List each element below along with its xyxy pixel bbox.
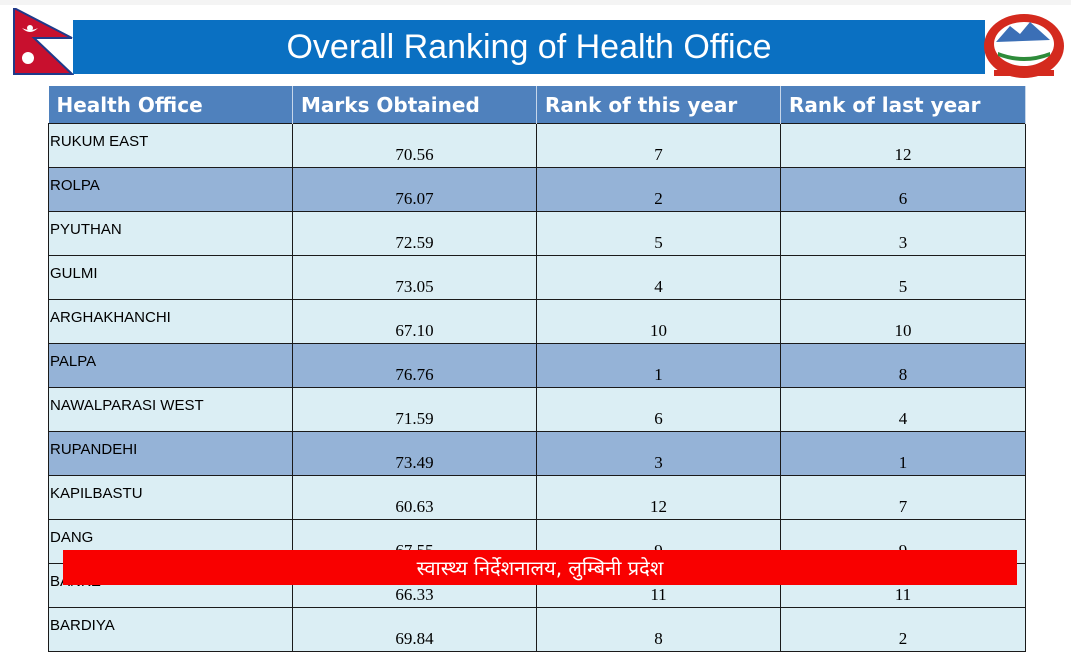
cell-health-office: PALPA — [48, 343, 293, 388]
top-strip — [0, 0, 1071, 5]
footer-banner: स्वास्थ्य निर्देशनालय, लुम्बिनी प्रदेश — [63, 550, 1017, 585]
cell-rank-this-year: 2 — [536, 167, 781, 212]
cell-rank-this-year: 6 — [536, 387, 781, 432]
cell-marks: 71.59 — [292, 387, 537, 432]
cell-rank-last-year: 4 — [780, 387, 1026, 432]
cell-marks: 73.05 — [292, 255, 537, 300]
cell-marks: 60.63 — [292, 475, 537, 520]
cell-marks: 73.49 — [292, 431, 537, 476]
cell-rank-last-year: 3 — [780, 211, 1026, 256]
table-row: RUKUM EAST 70.56 7 12 — [48, 123, 1026, 168]
table-header-row: Health Office Marks Obtained Rank of thi… — [48, 86, 1026, 124]
cell-health-office: RUKUM EAST — [48, 123, 293, 168]
nepal-emblem-icon — [984, 14, 1064, 78]
cell-rank-last-year: 8 — [780, 343, 1026, 388]
cell-rank-this-year: 12 — [536, 475, 781, 520]
table-row: ROLPA 76.07 2 6 — [48, 167, 1026, 212]
cell-rank-this-year: 7 — [536, 123, 781, 168]
column-header-marks: Marks Obtained — [292, 86, 537, 124]
cell-rank-this-year: 8 — [536, 607, 781, 652]
cell-health-office: RUPANDEHI — [48, 431, 293, 476]
cell-rank-this-year: 1 — [536, 343, 781, 388]
cell-health-office: KAPILBASTU — [48, 475, 293, 520]
cell-health-office: PYUTHAN — [48, 211, 293, 256]
table-row: ARGHAKHANCHI 67.10 10 10 — [48, 299, 1026, 344]
table-row: NAWALPARASI WEST 71.59 6 4 — [48, 387, 1026, 432]
cell-marks: 72.59 — [292, 211, 537, 256]
cell-marks: 76.76 — [292, 343, 537, 388]
page-title: Overall Ranking of Health Office — [73, 20, 985, 74]
table-row: PYUTHAN 72.59 5 3 — [48, 211, 1026, 256]
table-row: PALPA 76.76 1 8 — [48, 343, 1026, 388]
cell-rank-last-year: 2 — [780, 607, 1026, 652]
column-header-rank-last-year: Rank of last year — [780, 86, 1026, 124]
cell-rank-this-year: 3 — [536, 431, 781, 476]
table-row: RUPANDEHI 73.49 3 1 — [48, 431, 1026, 476]
cell-rank-last-year: 10 — [780, 299, 1026, 344]
cell-marks: 70.56 — [292, 123, 537, 168]
column-header-rank-this-year: Rank of this year — [536, 86, 781, 124]
cell-rank-last-year: 12 — [780, 123, 1026, 168]
cell-rank-this-year: 10 — [536, 299, 781, 344]
cell-rank-last-year: 6 — [780, 167, 1026, 212]
cell-rank-last-year: 5 — [780, 255, 1026, 300]
table-row: GULMI 73.05 4 5 — [48, 255, 1026, 300]
table-row: BARDIYA 69.84 8 2 — [48, 607, 1026, 652]
table-row: KAPILBASTU 60.63 12 7 — [48, 475, 1026, 520]
cell-rank-this-year: 4 — [536, 255, 781, 300]
cell-health-office: GULMI — [48, 255, 293, 300]
cell-marks: 69.84 — [292, 607, 537, 652]
cell-marks: 76.07 — [292, 167, 537, 212]
cell-rank-last-year: 1 — [780, 431, 1026, 476]
cell-health-office: BARDIYA — [48, 607, 293, 652]
cell-health-office: ROLPA — [48, 167, 293, 212]
cell-marks: 67.10 — [292, 299, 537, 344]
column-header-health-office: Health Office — [48, 86, 293, 124]
cell-rank-last-year: 7 — [780, 475, 1026, 520]
cell-health-office: NAWALPARASI WEST — [48, 387, 293, 432]
cell-rank-this-year: 5 — [536, 211, 781, 256]
nepal-flag-icon — [13, 8, 74, 75]
cell-health-office: ARGHAKHANCHI — [48, 299, 293, 344]
